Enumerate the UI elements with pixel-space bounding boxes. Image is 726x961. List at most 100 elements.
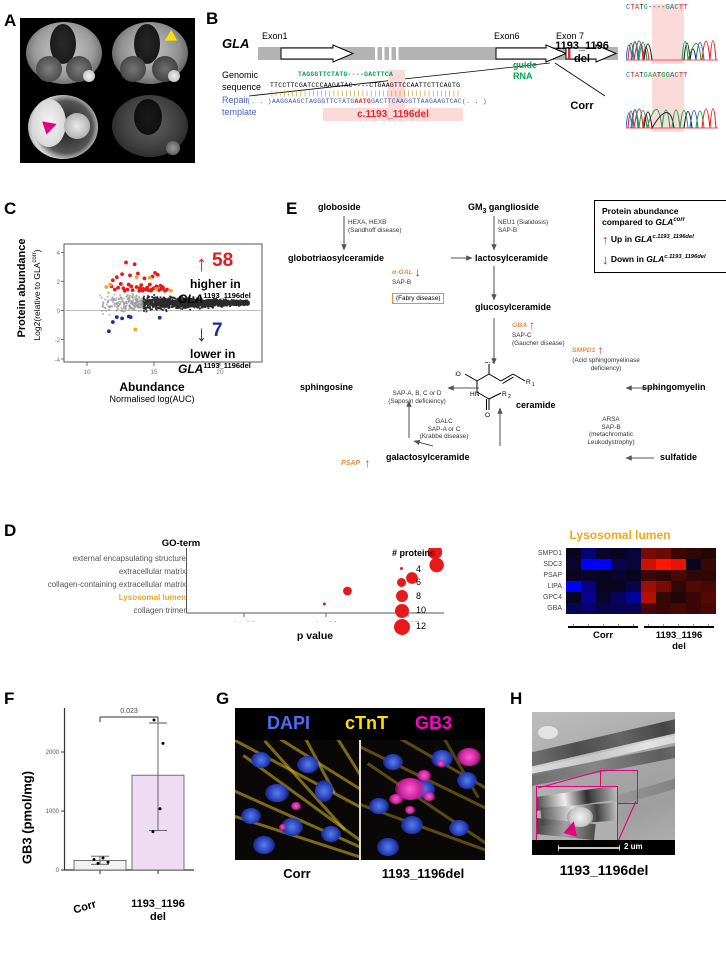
panel-h-caption: 1193_1196del — [559, 862, 649, 878]
scatter-point — [165, 305, 168, 308]
channel-gb3: GB3 — [415, 713, 453, 733]
go-label-0: external encapsulating structure — [72, 554, 186, 563]
heatmap-cell — [611, 559, 626, 570]
up-gene-label: GLA1193_1196del — [178, 291, 251, 306]
scatter-point — [121, 298, 124, 301]
scatter-point — [105, 303, 108, 306]
scatter-point — [138, 295, 141, 298]
scatter-point — [145, 299, 148, 302]
scatter-point — [197, 306, 200, 309]
heatmap-cell — [626, 603, 641, 614]
panel-g-label: G — [216, 689, 230, 708]
heatmap-cell — [626, 570, 641, 581]
legend-up-arrow-icon: ↑ — [602, 232, 609, 248]
heatmap-cell — [671, 581, 686, 592]
scatter-point — [133, 309, 136, 312]
scatter-point — [192, 304, 195, 308]
scatter-point — [137, 304, 140, 307]
scatter-point — [184, 305, 187, 308]
ylabel2-sup: corr — [32, 252, 39, 263]
scatter-point — [138, 297, 141, 300]
panel-c-scatter-plot: 4 2 0 -2 -4 10 15 20 — [55, 243, 263, 376]
scatter-point — [111, 299, 114, 302]
repair-seq-a: AAGGAAGCTAGGGTTCTATG — [271, 98, 355, 105]
d-xtick-1: 1e-03 — [314, 620, 337, 622]
heatmap-cell — [701, 581, 716, 592]
heatmap-cell — [656, 592, 671, 603]
heatmap-cell — [566, 548, 581, 559]
scatter-point — [117, 297, 120, 300]
scatter-point — [145, 306, 148, 309]
scatter-point — [134, 305, 137, 308]
scatter-point — [175, 306, 178, 310]
scatter-point — [125, 300, 128, 303]
legend-down-arrow-icon: ↓ — [602, 252, 609, 268]
scatter-point — [110, 278, 115, 283]
hm-row-4: GPC4 — [542, 594, 562, 601]
up-arrow-icon: ↑ — [196, 251, 207, 276]
chromatogram-del-sequence: CTATG----GACTT — [626, 4, 688, 12]
scatter-point — [139, 309, 142, 312]
heatmap-cell — [656, 548, 671, 559]
scatter-point — [125, 295, 128, 298]
heatmap-cell — [641, 548, 656, 559]
scatter-point — [137, 302, 140, 305]
scatter-point — [174, 297, 177, 300]
gene-name-gla: GLA — [222, 36, 250, 51]
scatter-point — [115, 303, 118, 306]
heatmap-cell — [641, 570, 656, 581]
svg-text:4: 4 — [57, 251, 61, 257]
legend-title-line1: Protein abundance — [602, 206, 679, 216]
data-point — [158, 807, 162, 811]
scatter-point — [183, 298, 186, 301]
heatmap-cell — [566, 581, 581, 592]
data-point — [96, 861, 100, 865]
group-bar-del — [644, 626, 714, 628]
heatmap-cell — [566, 559, 581, 570]
scatter-point — [115, 309, 118, 312]
data-point — [101, 856, 105, 860]
scatter-point — [130, 288, 135, 292]
scatter-point — [134, 285, 139, 289]
scatter-point — [128, 315, 133, 320]
scatter-point — [148, 306, 151, 309]
scatter-point — [142, 276, 147, 281]
scatter-point — [148, 302, 151, 305]
scatter-point — [131, 301, 134, 304]
scatter-point — [146, 303, 150, 306]
size-legend: 4 6 8 10 12 — [392, 562, 452, 635]
scatter-point — [157, 302, 160, 305]
panel-c-xlabel2: Normalised log(AUC) — [109, 394, 195, 404]
scatter-point — [157, 315, 162, 320]
guide-label-1: guide — [513, 60, 537, 70]
svg-text:10: 10 — [83, 369, 91, 376]
heatmap-cell — [656, 581, 671, 592]
scatter-point — [155, 302, 159, 305]
genomic-label-line1: Genomic — [222, 70, 259, 80]
svg-text:2000: 2000 — [46, 750, 60, 756]
scatter-point — [132, 301, 135, 304]
scatter-point — [155, 272, 160, 277]
scatter-point — [108, 305, 111, 308]
scatter-point — [179, 307, 182, 310]
scatter-point — [167, 306, 170, 310]
group-bar-corr — [568, 626, 638, 628]
chromatogram-del: CTATG----GACTT — [624, 4, 720, 64]
panel-g-label-corr: Corr — [283, 866, 311, 881]
chromatogram-del-trace — [626, 39, 718, 61]
svg-text:0: 0 — [57, 309, 61, 315]
heatmap-cell — [701, 559, 716, 570]
heatmap-cell — [671, 603, 686, 614]
scatter-point — [100, 309, 103, 312]
svg-text:-2: -2 — [55, 338, 61, 344]
scatter-point — [153, 303, 156, 306]
scatter-point — [133, 303, 136, 306]
heatmap-cell — [611, 581, 626, 592]
scatter-point — [111, 296, 114, 299]
heatmap-cell — [671, 548, 686, 559]
heatmap-group-corr: Corr — [592, 630, 614, 641]
chrom-del-label-2: del — [574, 53, 590, 65]
scatter-point — [110, 297, 113, 300]
heatmap-cell — [686, 592, 701, 603]
size-label-10: 10 — [416, 605, 427, 615]
